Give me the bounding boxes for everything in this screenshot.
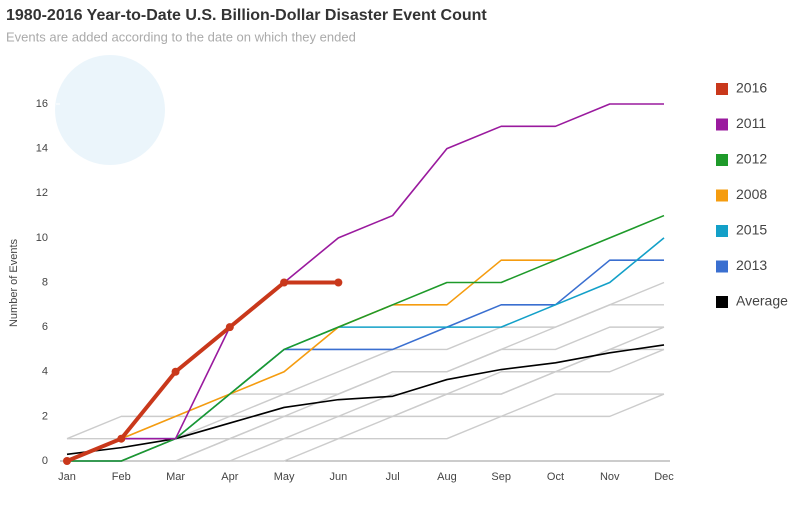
series-line: [66, 103, 664, 462]
y-tick-label: 14: [36, 143, 48, 155]
x-tick-label: Apr: [221, 471, 238, 483]
point: [63, 457, 71, 465]
chart-subtitle: Events are added according to the date o…: [6, 29, 356, 44]
x-tick-label: Oct: [547, 471, 564, 483]
y-tick-label: 6: [42, 321, 48, 333]
chart-title: 1980-2016 Year-to-Date U.S. Billion-Doll…: [6, 7, 487, 24]
legend-label: 2013: [736, 257, 767, 273]
legend-label: 2016: [736, 80, 767, 96]
y-tick-label: 12: [36, 187, 48, 199]
point: [171, 367, 180, 376]
series-line: [66, 348, 665, 462]
point: [117, 434, 126, 443]
series-line: [67, 214, 665, 462]
series-line: [66, 304, 664, 440]
x-tick-label: Aug: [437, 471, 457, 483]
x-tick-label: Jun: [329, 471, 347, 483]
y-tick-label: 4: [42, 366, 48, 378]
x-tick-label: Jan: [58, 471, 76, 483]
series-line: [66, 259, 556, 462]
legend-swatch: [716, 296, 728, 308]
point: [280, 278, 289, 287]
legend-label: 2015: [736, 222, 767, 238]
series-line: [67, 393, 664, 462]
legend-label: Average: [736, 293, 788, 309]
x-tick-label: Nov: [600, 471, 620, 483]
x-tick-label: Jul: [386, 471, 400, 483]
series-line: [66, 280, 339, 463]
series-line: [66, 344, 665, 456]
y-tick-label: 16: [36, 98, 48, 110]
y-tick-label: 10: [36, 232, 48, 244]
legend-swatch: [716, 118, 728, 131]
legend-label: 2012: [736, 151, 767, 167]
legend-swatch: [716, 83, 728, 95]
point: [334, 278, 343, 287]
y-tick-label: 2: [42, 410, 48, 422]
series-line: [67, 326, 664, 440]
series-line: [67, 348, 664, 462]
logo: [55, 55, 165, 165]
x-tick-label: May: [274, 471, 295, 483]
point: [225, 323, 234, 332]
y-tick-label: 0: [42, 455, 48, 467]
legend-swatch: [716, 189, 728, 202]
legend-swatch: [716, 154, 728, 166]
legend-label: 2011: [736, 115, 766, 131]
legend-swatch: [716, 225, 728, 237]
legend-swatch: [716, 260, 728, 273]
y-axis-label: Number of Events: [8, 238, 20, 327]
y-tick-label: 8: [42, 276, 48, 288]
x-tick-label: Sep: [491, 471, 511, 483]
legend-label: 2008: [736, 186, 767, 202]
x-tick-label: Mar: [166, 471, 185, 483]
x-tick-label: Feb: [112, 471, 131, 483]
x-tick-label: Dec: [654, 471, 674, 483]
